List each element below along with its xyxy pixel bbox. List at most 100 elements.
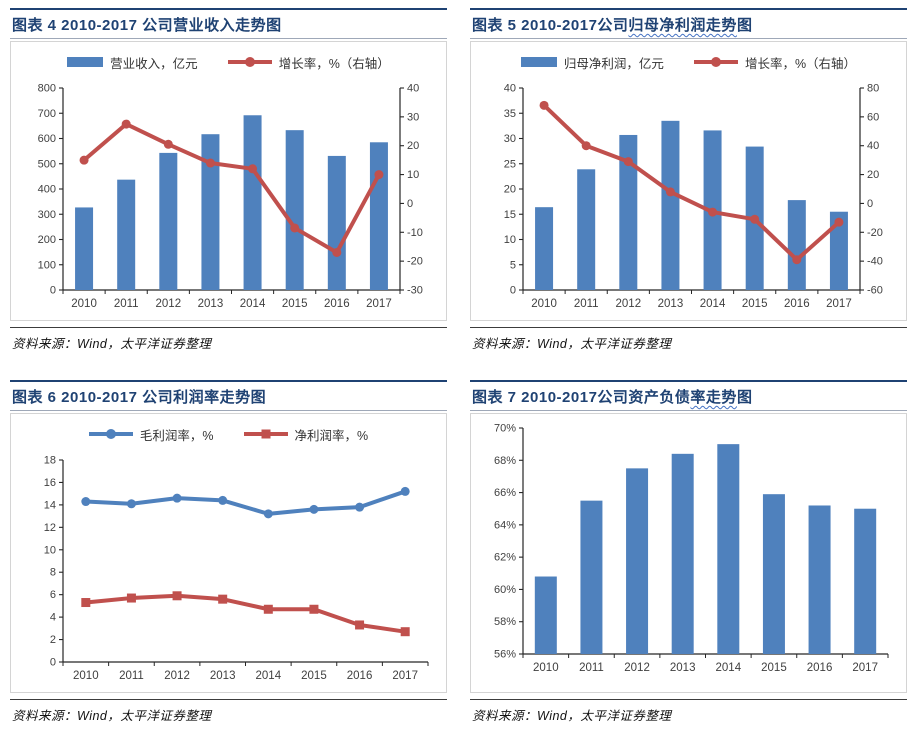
figure-5-chart-panel: 归母净利润，亿元 增长率，%（右轴） 0 5 10 15 20 25 30 35 40 -60 -4… (470, 41, 907, 321)
left-tick-label: 60% (494, 584, 516, 596)
bar (369, 142, 388, 290)
x-category-label: 2010 (73, 670, 99, 682)
left-tick-label: 600 (38, 133, 56, 145)
right-tick-label: 40 (867, 140, 879, 152)
x-category-label: 2014 (256, 670, 282, 682)
marker-circle (539, 100, 549, 110)
figure-6-title-text: 图表 6 2010-2017 公司利润率走势图 (12, 389, 267, 406)
left-tick-label: 16 (44, 477, 56, 489)
right-tick-label: 0 (407, 198, 413, 210)
figure-7-title: 图表 7 2010-2017公司资产负债率走势图 (470, 382, 907, 411)
x-category-label: 2017 (826, 298, 852, 310)
left-tick-label: 68% (494, 455, 516, 467)
left-tick-label: 8 (50, 567, 56, 579)
figure-5: 图表 5 2010-2017公司归母净利润走势图 归母净利润，亿元 增长率，%（… (470, 8, 907, 359)
legend-label: 营业收入，亿元 (110, 56, 198, 71)
marker-circle (581, 141, 591, 151)
figure-7-plot: 56% 58% 60% 62% 64% 66% 68% 70% 2010 2011 2012 2013… (494, 423, 889, 674)
x-category-label: 2011 (574, 298, 599, 310)
bar (201, 134, 220, 290)
marker-circle (708, 207, 718, 217)
figure-5-title-wavy-text: 归母净利润走势 (628, 17, 737, 34)
legend-item-growth: 增长率，%（右轴） (227, 53, 390, 72)
left-tick-label: 10 (504, 234, 516, 246)
right-tick-label: 80 (867, 83, 879, 95)
line-series (83, 489, 408, 516)
left-tick-label: 500 (38, 158, 56, 170)
right-tick-label: -20 (407, 256, 423, 268)
right-tick-label: -60 (867, 285, 883, 297)
left-tick-label: 10 (44, 544, 56, 556)
bar (535, 207, 554, 290)
legend-label: 增长率，%（右轴） (744, 56, 857, 71)
x-category-label: 2016 (347, 670, 373, 682)
figure-6-plot: 0 2 4 6 8 10 12 14 16 18 2010 2011 2012 2013 2014 2015 2… (44, 455, 429, 682)
marker-circle (121, 119, 131, 129)
bar (671, 453, 694, 654)
marker-circle (400, 486, 410, 496)
left-tick-label: 15 (504, 209, 516, 221)
figure-4-chart-panel: 营业收入，亿元 增长率，%（右轴） 0 100 200 300 400 500 600 700… (10, 41, 447, 321)
bar (787, 200, 806, 290)
figure-7-title-tail: 图 (736, 389, 753, 406)
marker-circle (205, 158, 215, 168)
x-category-label: 2014 (716, 662, 742, 674)
left-tick-label: 58% (494, 616, 516, 628)
bar (717, 444, 740, 654)
x-category-label: 2012 (616, 298, 642, 310)
legend-item-net-margin: 净利润率，% (243, 425, 368, 444)
marker-circle (248, 164, 258, 174)
marker-square (400, 627, 410, 637)
figure-7-title-wavy-text: 率走势 (690, 389, 737, 406)
marker-square (81, 598, 91, 608)
marker-square (218, 594, 228, 604)
marker-circle (126, 499, 136, 509)
x-category-label: 2012 (156, 298, 182, 310)
figure-7-chart-panel: 56% 58% 60% 62% 64% 66% 68% 70% 2010 2011 2012 2013… (470, 413, 907, 693)
left-tick-label: 100 (38, 259, 56, 271)
x-category-label: 2016 (324, 298, 350, 310)
marker-circle (172, 493, 182, 503)
marker-circle (81, 497, 91, 507)
left-tick-label: 62% (494, 552, 516, 564)
bar (808, 505, 831, 654)
figure-7-source: 资料来源：Wind，太平洋证券整理 (470, 699, 907, 731)
marker-circle (623, 157, 633, 167)
left-tick-label: 0 (50, 285, 56, 297)
right-tick-label: 30 (407, 111, 419, 123)
left-tick-label: 4 (50, 612, 56, 624)
legend-item-net-profit: 归母净利润，亿元 (520, 53, 664, 72)
marker-circle (355, 502, 365, 512)
x-category-label: 2010 (531, 298, 557, 310)
bar (243, 115, 262, 290)
left-tick-label: 40 (504, 83, 516, 95)
x-category-label: 2013 (658, 298, 684, 310)
right-tick-label: -40 (867, 256, 883, 268)
left-tick-label: 200 (38, 234, 56, 246)
legend-item-revenue: 营业收入，亿元 (67, 53, 198, 72)
x-category-label: 2015 (301, 670, 327, 682)
line-square-marker-icon (243, 432, 288, 436)
figure-5-legend: 归母净利润，亿元 增长率，%（右轴） (473, 46, 904, 78)
marker-circle (792, 255, 802, 265)
right-tick-label: -20 (867, 227, 883, 239)
x-category-label: 2013 (210, 670, 236, 682)
left-tick-label: 14 (44, 499, 56, 511)
figure-6-chart-panel: 毛利润率，% 净利润率，% 0 2 4 6 8 10 12 14 16 18 2010 2011 201… (10, 413, 447, 693)
x-category-label: 2015 (742, 298, 768, 310)
figure-6-source: 资料来源：Wind，太平洋证券整理 (10, 699, 447, 731)
bar (75, 207, 94, 290)
x-category-label: 2011 (119, 670, 144, 682)
bar (762, 494, 785, 654)
figure-4-plot: 0 100 200 300 400 500 600 700 800 -30 -20 -10 0 10 20 3… (38, 83, 423, 311)
left-tick-label: 5 (510, 259, 516, 271)
left-tick-label: 12 (44, 522, 56, 534)
left-tick-label: 20 (504, 184, 516, 196)
right-tick-label: 60 (867, 111, 879, 123)
x-category-label: 2012 (624, 662, 650, 674)
marker-square (126, 593, 136, 603)
bar (159, 152, 178, 290)
x-category-label: 2015 (282, 298, 308, 310)
marker-circle (374, 170, 384, 180)
charts-grid: 图表 4 2010-2017 公司营业收入走势图 营业收入，亿元 增长率，%（右… (10, 8, 907, 731)
